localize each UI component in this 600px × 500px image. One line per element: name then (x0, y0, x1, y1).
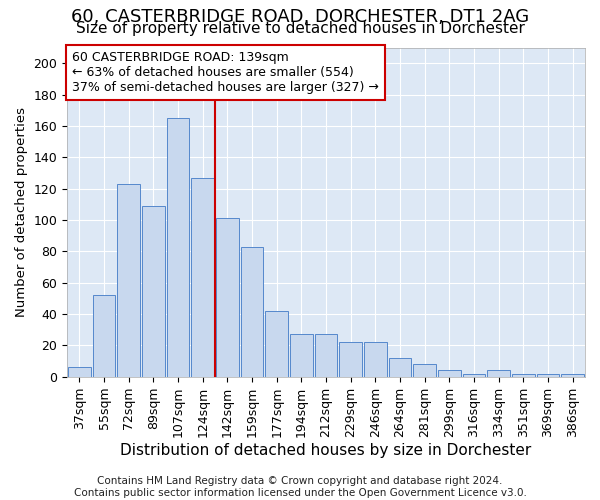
Bar (536, 374, 559, 376)
Bar (463, 374, 485, 376)
Bar (512, 374, 535, 376)
Bar (562, 374, 584, 376)
Bar (413, 364, 436, 376)
Text: 60 CASTERBRIDGE ROAD: 139sqm
← 63% of detached houses are smaller (554)
37% of s: 60 CASTERBRIDGE ROAD: 139sqm ← 63% of de… (73, 51, 379, 94)
Bar (487, 370, 510, 376)
Bar (315, 334, 337, 376)
Bar (265, 311, 288, 376)
X-axis label: Distribution of detached houses by size in Dorchester: Distribution of detached houses by size … (121, 442, 532, 458)
Text: Contains HM Land Registry data © Crown copyright and database right 2024.
Contai: Contains HM Land Registry data © Crown c… (74, 476, 526, 498)
Bar (216, 218, 239, 376)
Bar (118, 184, 140, 376)
Bar (241, 246, 263, 376)
Text: 60, CASTERBRIDGE ROAD, DORCHESTER, DT1 2AG: 60, CASTERBRIDGE ROAD, DORCHESTER, DT1 2… (71, 8, 529, 26)
Bar (191, 178, 214, 376)
Bar (167, 118, 190, 376)
Bar (389, 358, 412, 376)
Bar (142, 206, 165, 376)
Text: Size of property relative to detached houses in Dorchester: Size of property relative to detached ho… (76, 21, 524, 36)
Bar (438, 370, 461, 376)
Bar (364, 342, 387, 376)
Bar (93, 295, 115, 376)
Bar (340, 342, 362, 376)
Bar (68, 368, 91, 376)
Bar (290, 334, 313, 376)
Y-axis label: Number of detached properties: Number of detached properties (15, 107, 28, 317)
